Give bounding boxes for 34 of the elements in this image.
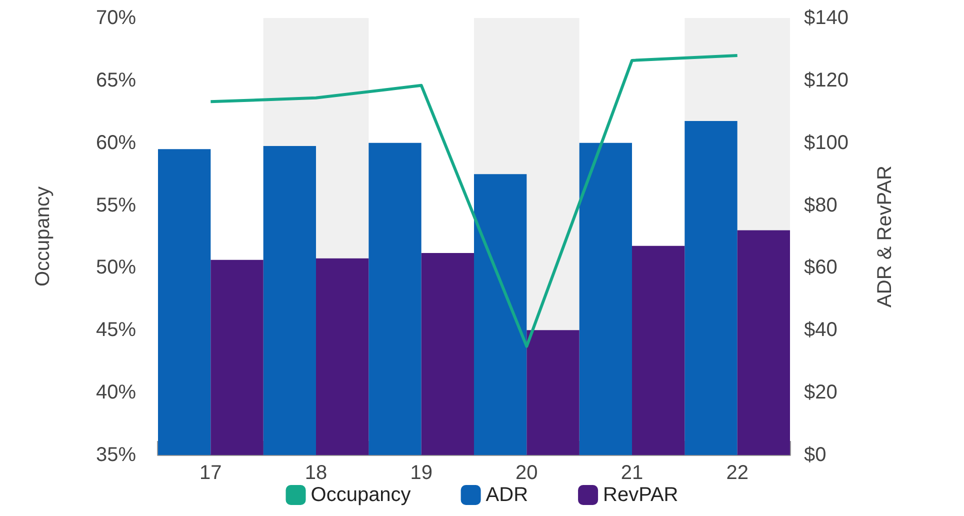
bar [210,260,264,455]
legend-label: Occupancy [310,484,411,506]
x-tick-label: 17 [200,462,222,484]
y-tick-label: 70% [96,7,136,29]
bar [158,149,211,455]
bar [368,142,422,455]
y2-tick-label: $60 [804,256,838,279]
y-tick-label: 40% [96,382,136,404]
legend-label: RevPAR [603,484,678,506]
y2-tick-label: $80 [804,194,838,216]
x-tick-label: 20 [516,462,538,484]
y2-axis-title: ADR & RevPAR [874,166,896,308]
y2-tick-label: $0 [804,444,826,466]
x-tick-label: 22 [726,462,748,484]
y2-tick-label: $20 [804,382,838,404]
y-axis-title: Occupancy [32,186,54,287]
bar [421,253,474,455]
y-tick-label: 45% [96,319,136,342]
y2-tick-label: $100 [804,132,848,154]
y2-tick-label: $40 [804,319,838,342]
legend-label: ADR [486,484,528,506]
y2-tick-label: $140 [804,7,848,29]
x-tick-label: 19 [410,462,432,484]
bar [526,330,580,455]
x-tick-label: 18 [304,462,328,484]
y-tick-label: 55% [96,194,136,216]
y2-tick-label: $120 [804,69,848,92]
y-tick-label: 60% [96,132,136,154]
y-tick-label: 35% [96,444,136,466]
y-tick-label: 50% [96,256,136,279]
x-tick-label: 21 [620,462,644,484]
y-tick-label: 65% [96,69,136,92]
line-series [209,54,739,348]
bar [632,246,685,455]
